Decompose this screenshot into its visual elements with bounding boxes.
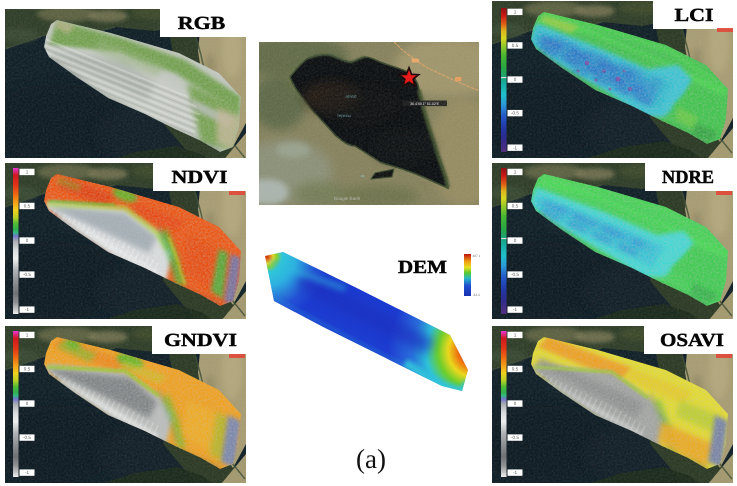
- svg-text:-1: -1: [513, 307, 518, 312]
- svg-text:1: 1: [26, 333, 29, 338]
- svg-text:DEM: DEM: [398, 258, 447, 278]
- svg-text:1: 1: [514, 170, 517, 175]
- svg-text:0: 0: [26, 401, 29, 406]
- svg-text:1: 1: [514, 9, 517, 14]
- svg-text:0: 0: [514, 238, 517, 243]
- svg-text:0: 0: [514, 77, 517, 82]
- svg-text:0.5: 0.5: [512, 367, 519, 372]
- svg-text:0: 0: [514, 401, 517, 406]
- svg-text:LCI: LCI: [675, 6, 714, 26]
- svg-text:-1: -1: [513, 470, 518, 475]
- svg-text:-1: -1: [513, 145, 518, 150]
- svg-text:0.5: 0.5: [24, 367, 31, 372]
- svg-text:GNDVI: GNDVI: [164, 331, 237, 351]
- svg-text:RGB: RGB: [178, 14, 226, 34]
- svg-text:1: 1: [26, 170, 29, 175]
- svg-text:407.1 m: 407.1 m: [473, 254, 481, 258]
- svg-text:-0.5: -0.5: [511, 272, 519, 277]
- svg-text:-34.4 m: -34.4 m: [473, 293, 481, 297]
- svg-text:0.5: 0.5: [512, 204, 519, 209]
- svg-text:0: 0: [26, 238, 29, 243]
- svg-text:NDVI: NDVI: [172, 168, 228, 188]
- svg-text:-1: -1: [25, 307, 30, 312]
- svg-text:-0.5: -0.5: [23, 435, 31, 440]
- svg-text:-1: -1: [25, 470, 30, 475]
- svg-text:1: 1: [514, 333, 517, 338]
- svg-text:0.5: 0.5: [24, 204, 31, 209]
- svg-text:-0.5: -0.5: [511, 435, 519, 440]
- svg-text:NDRE: NDRE: [662, 168, 714, 188]
- svg-text:-0.5: -0.5: [23, 272, 31, 277]
- svg-text:OSAVI: OSAVI: [660, 331, 724, 351]
- svg-text:0.5: 0.5: [512, 43, 519, 48]
- svg-text:-0.5: -0.5: [511, 111, 519, 116]
